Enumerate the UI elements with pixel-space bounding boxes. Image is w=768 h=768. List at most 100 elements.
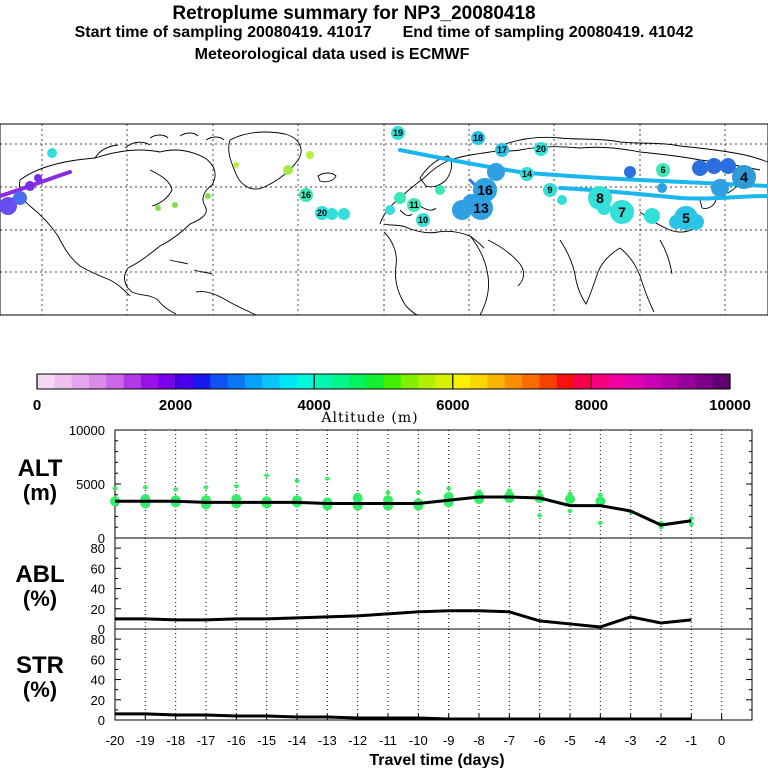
series-line — [115, 609, 692, 629]
panel-frame — [114, 628, 753, 721]
plume-cluster-marker — [315, 206, 329, 220]
plume-day-label: 8 — [596, 190, 604, 206]
x-tick-label: -18 — [166, 733, 185, 748]
plume-cluster-marker — [299, 188, 313, 202]
plume-marker — [657, 183, 667, 193]
x-tick-label: -8 — [473, 733, 485, 748]
panel-alt: 10000 5000 0 ALT(m) — [18, 423, 753, 546]
x-tick-label: -11 — [379, 733, 397, 748]
plume-day-label: 16 — [477, 182, 493, 198]
x-tick-label: -14 — [288, 733, 307, 748]
colorbar-swatch — [452, 374, 471, 389]
plume-marker — [0, 197, 17, 215]
colorbar-swatch — [314, 374, 333, 389]
altitude-point — [597, 520, 603, 525]
plume-marker — [172, 202, 178, 208]
colorbar-swatch — [331, 374, 350, 389]
plume-day-label: 16 — [301, 190, 311, 200]
panel-label: STR — [16, 652, 64, 679]
colorbar-swatch — [400, 374, 419, 389]
colorbar-swatch — [158, 374, 177, 389]
panel-unit-label: (m) — [23, 480, 57, 505]
colorbar-swatch — [262, 374, 281, 389]
plume-day-label: 19 — [393, 128, 403, 138]
colorbar-swatch — [643, 374, 662, 389]
plume-day-label: 9 — [547, 185, 552, 195]
colorbar-title: Altitude (m) — [320, 410, 418, 426]
y-tick-label: 20 — [91, 693, 105, 708]
panel-unit-label: (%) — [23, 677, 57, 702]
plume-marker — [711, 179, 729, 197]
sampling-times: Start time of sampling 20080419. 41017 E… — [0, 24, 768, 42]
y-tick-label: 5000 — [76, 477, 105, 492]
plume-cluster-marker — [674, 206, 698, 230]
y-tick-label: 10000 — [69, 423, 105, 438]
x-tick-label: -19 — [136, 733, 155, 748]
x-tick-label: -12 — [348, 733, 367, 748]
y-tick-label: 0 — [98, 713, 105, 728]
series-line — [115, 712, 692, 721]
plume-marker — [205, 193, 211, 199]
colorbar-swatch — [175, 374, 194, 389]
x-tick-label: -2 — [655, 733, 667, 748]
plume-day-label: 13 — [473, 200, 489, 216]
colorbar-swatch — [71, 374, 90, 389]
chart-title: Retroplume summary for NP3_20080418 — [172, 3, 536, 24]
plume-marker — [47, 148, 57, 158]
plume-marker — [155, 205, 161, 211]
x-tick-label: -3 — [625, 733, 637, 748]
colorbar-swatch — [106, 374, 125, 389]
colorbar-swatch — [504, 374, 523, 389]
y-tick-label: 60 — [91, 561, 105, 576]
altitude-point — [233, 484, 239, 489]
plume-marker — [692, 160, 708, 176]
colorbar-swatch — [678, 374, 696, 389]
plume-cluster-marker — [732, 165, 756, 189]
plume-marker — [557, 195, 567, 205]
colorbar-swatch — [54, 374, 73, 389]
colorbar-swatch — [296, 374, 315, 389]
colorbar-swatch — [660, 374, 679, 389]
altitude-point — [565, 494, 575, 505]
altitude-point — [446, 486, 452, 491]
colorbar-swatch — [487, 374, 506, 389]
colorbar-swatch — [556, 374, 575, 389]
plume-cluster-marker — [469, 196, 493, 220]
x-tick-label: -9 — [443, 733, 455, 748]
colorbar-swatch — [470, 374, 488, 389]
plume-cluster-marker — [543, 183, 557, 197]
colorbar-swatch — [88, 374, 107, 389]
altitude-point — [355, 492, 361, 497]
plume-cluster-marker — [391, 126, 405, 140]
map-gridlines — [0, 124, 768, 315]
plume-marker — [326, 208, 338, 220]
plume-day-label: 14 — [522, 169, 532, 179]
colorbar-swatch — [435, 374, 454, 389]
x-tick-label: -1 — [686, 733, 698, 748]
x-tick-label: -15 — [257, 733, 276, 748]
panel-str: 80 60 40 20 0 STR(%) — [16, 628, 753, 728]
colorbar-swatch — [192, 374, 211, 389]
plume-marker — [624, 166, 636, 178]
altitude-point — [537, 489, 543, 494]
altitude-point — [595, 496, 606, 507]
colorbar-swatch — [383, 374, 402, 389]
altitude-point — [688, 521, 694, 526]
colorbar-swatch — [539, 374, 558, 389]
colorbar-swatch — [695, 374, 714, 389]
x-axis-title: Travel time (days) — [369, 752, 504, 768]
trajectory-map: 19 18 17 20 16 13 9 87 6 4 5 16 20 11 10 14 — [0, 123, 768, 316]
x-tick-label: -17 — [197, 733, 216, 748]
colorbar-swatch — [210, 374, 229, 389]
altitude-point — [173, 487, 179, 492]
altitude-point — [294, 478, 300, 483]
plume-marker — [706, 158, 722, 174]
colorbar-swatch — [626, 374, 644, 389]
altitude-point — [142, 485, 148, 490]
plume-day-label: 20 — [536, 144, 546, 154]
plume-marker — [385, 205, 395, 215]
y-tick-label: 80 — [91, 541, 105, 556]
x-tick-label: -10 — [409, 733, 428, 748]
altitude-point — [385, 490, 391, 495]
altitude-point — [203, 485, 209, 490]
